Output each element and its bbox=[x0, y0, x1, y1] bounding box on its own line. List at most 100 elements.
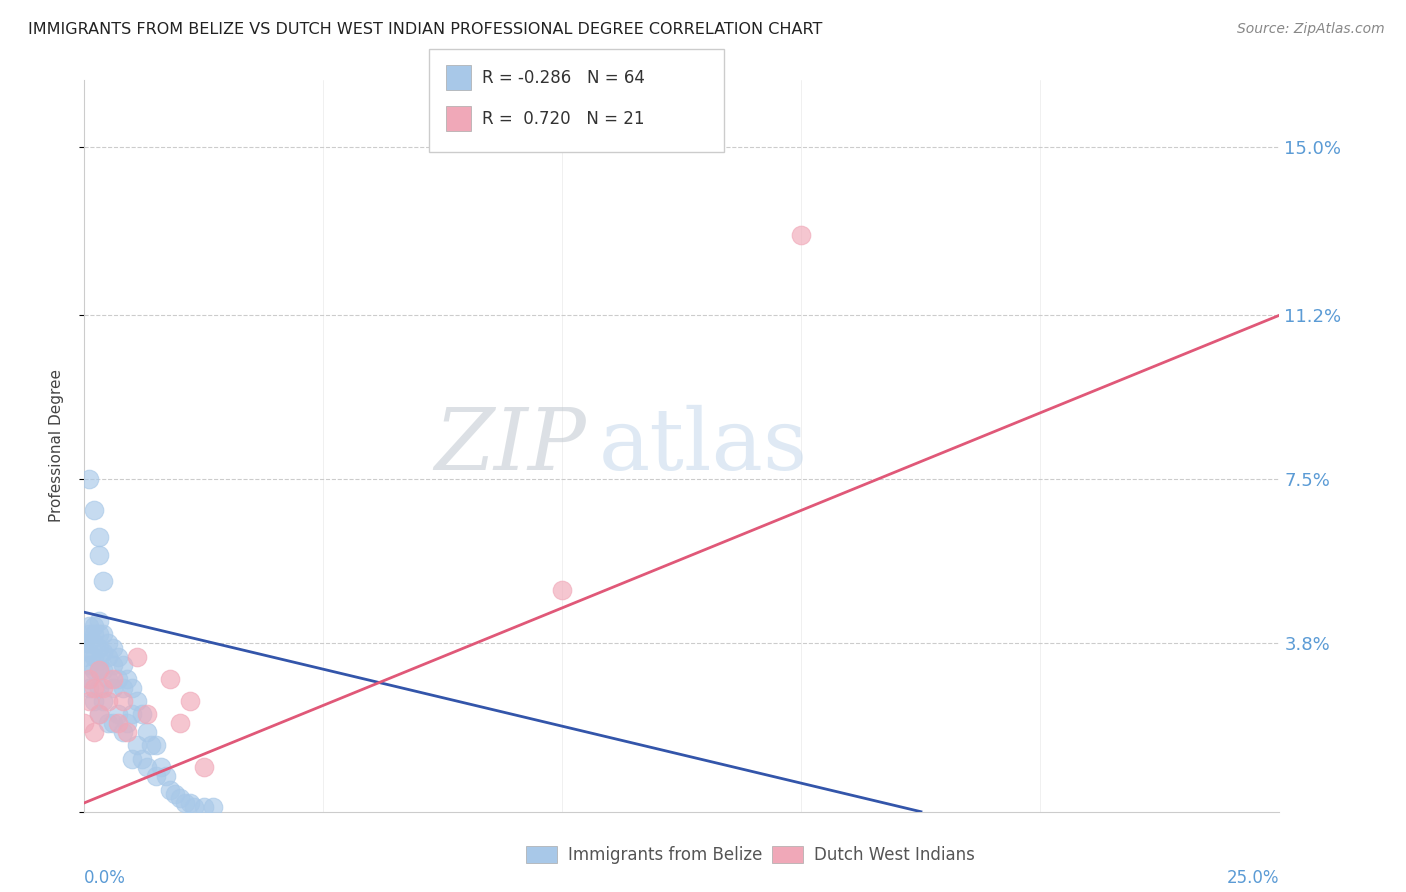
Point bbox=[77, 694, 100, 708]
Point bbox=[77, 627, 100, 641]
Text: 25.0%: 25.0% bbox=[1227, 870, 1279, 888]
Point bbox=[83, 663, 105, 677]
Text: Source: ZipAtlas.com: Source: ZipAtlas.com bbox=[1237, 22, 1385, 37]
Point bbox=[107, 649, 129, 664]
Point bbox=[193, 800, 215, 814]
Point bbox=[77, 636, 100, 650]
Point bbox=[93, 645, 115, 659]
Point bbox=[83, 694, 105, 708]
Point bbox=[179, 694, 201, 708]
Point bbox=[790, 228, 813, 243]
Point bbox=[87, 654, 110, 668]
Point bbox=[83, 503, 105, 517]
Point bbox=[145, 738, 167, 752]
Point bbox=[193, 760, 215, 774]
Point bbox=[111, 681, 134, 695]
Point bbox=[121, 751, 143, 765]
Point bbox=[117, 672, 139, 686]
Point bbox=[131, 707, 153, 722]
Point bbox=[107, 716, 129, 731]
Point bbox=[93, 694, 115, 708]
Point bbox=[107, 672, 129, 686]
Point bbox=[117, 716, 139, 731]
Text: ZIP: ZIP bbox=[434, 405, 586, 487]
Point bbox=[159, 672, 181, 686]
Point bbox=[73, 716, 96, 731]
Point bbox=[87, 548, 110, 562]
Point bbox=[135, 760, 157, 774]
Point bbox=[125, 694, 148, 708]
Text: R = -0.286   N = 64: R = -0.286 N = 64 bbox=[482, 69, 645, 87]
Point bbox=[87, 627, 110, 641]
Point bbox=[121, 681, 143, 695]
Point bbox=[87, 707, 110, 722]
Point bbox=[169, 716, 191, 731]
Point bbox=[73, 636, 96, 650]
Point bbox=[111, 658, 134, 673]
Point bbox=[165, 787, 187, 801]
Point bbox=[111, 694, 134, 708]
Point bbox=[149, 760, 172, 774]
Point bbox=[183, 800, 205, 814]
Point bbox=[101, 640, 124, 655]
Point bbox=[97, 672, 120, 686]
Point bbox=[93, 627, 115, 641]
Point bbox=[107, 707, 129, 722]
Point bbox=[97, 716, 120, 731]
Text: Dutch West Indians: Dutch West Indians bbox=[814, 846, 974, 863]
Point bbox=[135, 707, 157, 722]
Point bbox=[101, 672, 124, 686]
Point bbox=[155, 769, 177, 783]
Point bbox=[145, 769, 167, 783]
Point bbox=[141, 738, 163, 752]
Point bbox=[87, 681, 110, 695]
Point bbox=[87, 614, 110, 628]
Point bbox=[77, 472, 100, 486]
Point bbox=[173, 796, 195, 810]
Text: R =  0.720   N = 21: R = 0.720 N = 21 bbox=[482, 110, 645, 128]
Point bbox=[77, 672, 100, 686]
Text: atlas: atlas bbox=[599, 404, 807, 488]
Point bbox=[97, 649, 120, 664]
Point bbox=[83, 681, 105, 695]
Point bbox=[87, 663, 110, 677]
Point bbox=[101, 716, 124, 731]
Y-axis label: Professional Degree: Professional Degree bbox=[49, 369, 63, 523]
Point bbox=[159, 782, 181, 797]
Point bbox=[77, 681, 100, 695]
Point bbox=[131, 751, 153, 765]
Text: 0.0%: 0.0% bbox=[84, 870, 127, 888]
Point bbox=[87, 640, 110, 655]
Point bbox=[77, 658, 100, 673]
Point bbox=[87, 530, 110, 544]
Point bbox=[83, 649, 105, 664]
Point bbox=[87, 663, 110, 677]
Point bbox=[73, 649, 96, 664]
Point bbox=[93, 681, 115, 695]
Point bbox=[77, 672, 100, 686]
Point bbox=[179, 796, 201, 810]
Point bbox=[111, 725, 134, 739]
Point bbox=[97, 694, 120, 708]
Point bbox=[83, 725, 105, 739]
Point bbox=[83, 636, 105, 650]
Point bbox=[87, 707, 110, 722]
Point bbox=[77, 645, 100, 659]
Point bbox=[121, 707, 143, 722]
Text: IMMIGRANTS FROM BELIZE VS DUTCH WEST INDIAN PROFESSIONAL DEGREE CORRELATION CHAR: IMMIGRANTS FROM BELIZE VS DUTCH WEST IND… bbox=[28, 22, 823, 37]
Point bbox=[97, 636, 120, 650]
Point bbox=[117, 725, 139, 739]
Point bbox=[135, 725, 157, 739]
Text: Immigrants from Belize: Immigrants from Belize bbox=[568, 846, 762, 863]
Point bbox=[202, 800, 225, 814]
Point bbox=[551, 583, 574, 598]
Point bbox=[93, 663, 115, 677]
Point bbox=[101, 681, 124, 695]
Point bbox=[169, 791, 191, 805]
Point bbox=[93, 574, 115, 589]
Point bbox=[125, 738, 148, 752]
Point bbox=[101, 658, 124, 673]
Point bbox=[125, 649, 148, 664]
Point bbox=[83, 627, 105, 641]
Point bbox=[83, 618, 105, 632]
